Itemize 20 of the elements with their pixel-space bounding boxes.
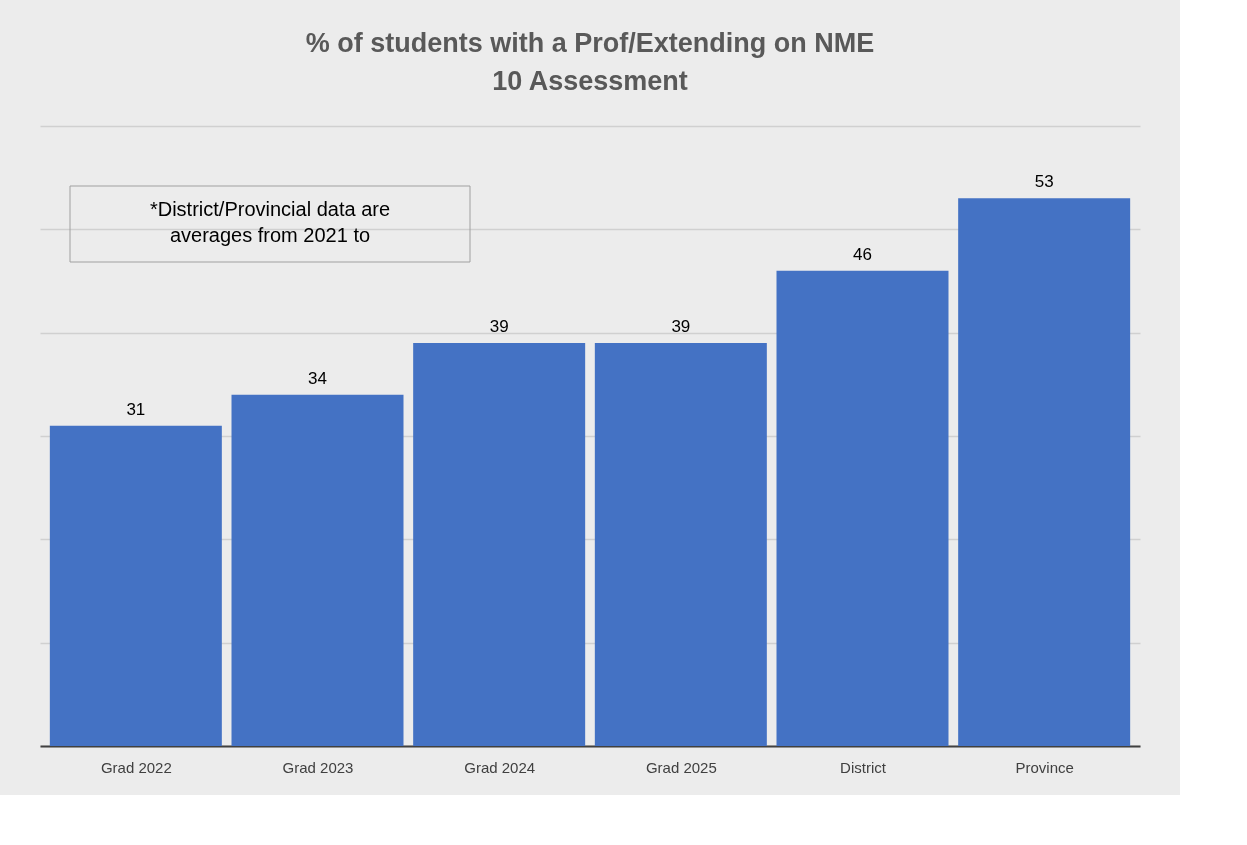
data-label: 39 <box>489 317 509 336</box>
bar <box>594 343 767 746</box>
bar <box>413 343 586 746</box>
bar <box>776 270 949 746</box>
annotation: *District/Provincial data are averages from 2021 to <box>149 198 391 246</box>
data-label: 39 <box>671 317 691 336</box>
x-tick-label: Grad 2025 <box>645 758 717 776</box>
chart-title: % of students with a Prof/Extending on NME 10 Assessment <box>305 28 875 96</box>
bar <box>231 394 404 746</box>
x-tick-label: District <box>840 758 887 776</box>
bar <box>49 425 222 746</box>
x-tick-label: Grad 2022 <box>100 758 172 776</box>
data-label: 53 <box>1034 172 1054 192</box>
bar <box>958 198 1131 746</box>
data-label: 31 <box>126 399 146 419</box>
data-label: 34 <box>308 368 327 388</box>
x-tick-label: Grad 2024 <box>464 758 536 776</box>
x-tick-label: Province <box>1015 758 1074 776</box>
data-label: 46 <box>853 244 872 264</box>
x-tick-label: Grad 2023 <box>282 758 354 776</box>
